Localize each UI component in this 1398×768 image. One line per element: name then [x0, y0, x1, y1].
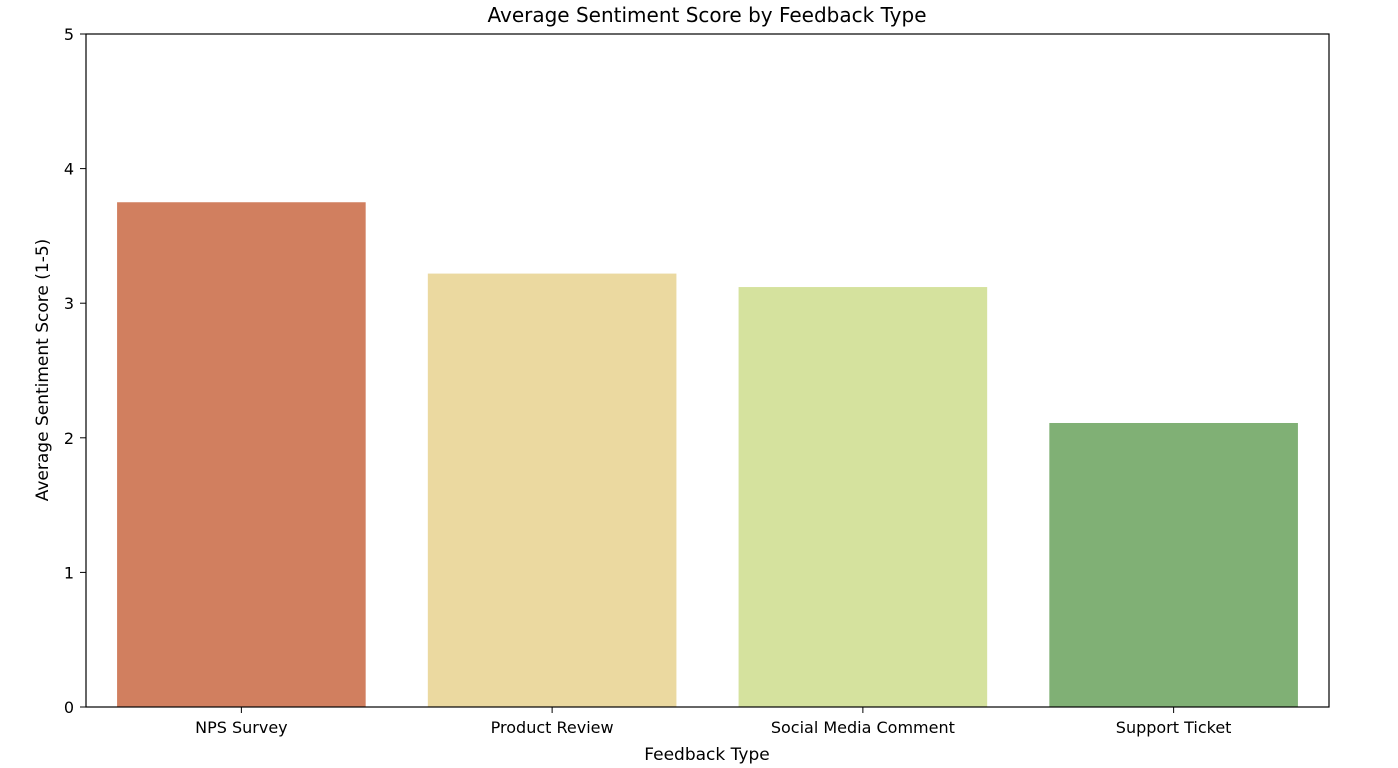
y-axis-label: Average Sentiment Score (1-5) — [33, 239, 53, 502]
chart-title: Average Sentiment Score by Feedback Type — [487, 3, 926, 27]
bars-layer — [117, 202, 1298, 707]
x-axis-label: Feedback Type — [644, 745, 769, 765]
y-axis: 0 1 2 3 4 5 — [64, 25, 86, 717]
bar-social-media-comment — [738, 287, 988, 707]
x-axis: NPS Survey Product Review Social Media Com… — [195, 707, 1231, 737]
y-tick-label: 5 — [64, 25, 74, 44]
y-tick-label: 4 — [64, 160, 74, 179]
y-tick-label: 0 — [64, 698, 74, 717]
bar-product-review — [427, 273, 677, 707]
x-tick-label: Product Review — [491, 718, 614, 737]
y-tick-label: 3 — [64, 294, 74, 313]
x-tick-label: Social Media Comment — [771, 718, 955, 737]
y-tick-label: 2 — [64, 429, 74, 448]
bar-nps-survey — [117, 202, 366, 707]
y-tick-label: 1 — [64, 563, 74, 582]
x-tick-label: Support Ticket — [1116, 718, 1232, 737]
bar-support-ticket — [1049, 422, 1298, 707]
x-tick-label: NPS Survey — [195, 718, 288, 737]
plot-frame — [85, 33, 1330, 708]
